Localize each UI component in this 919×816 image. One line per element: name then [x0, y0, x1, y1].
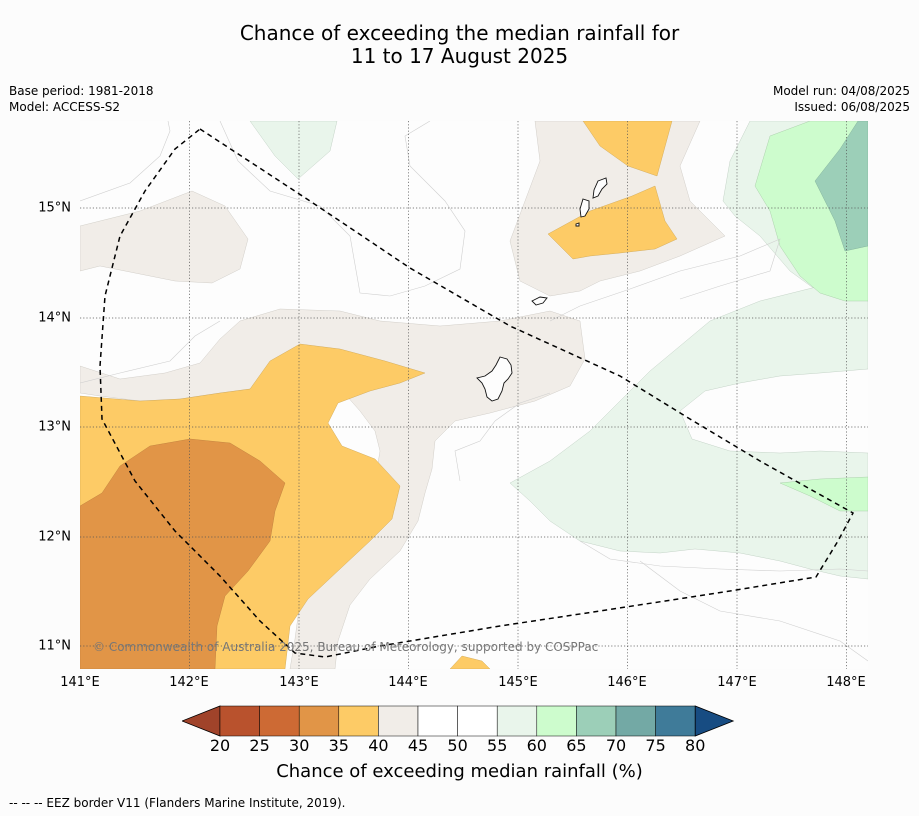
lon-label-147e: 147°E — [717, 675, 757, 690]
model-name: Model: ACCESS-S2 — [9, 100, 121, 114]
region-35-40-north-a — [582, 121, 673, 177]
lat-label-12n: 12°N — [38, 529, 71, 545]
colorbar-tick-label: 55 — [487, 736, 508, 755]
meta-right: Model run: 04/08/2025 Issued: 06/08/2025 — [773, 83, 910, 115]
colorbar-tick-label: 50 — [447, 736, 468, 755]
colorbar-segment — [615, 705, 656, 737]
region-35-40-north-b — [547, 185, 678, 260]
colorbar-segment — [378, 705, 419, 737]
colorbar-segment — [457, 705, 498, 737]
island-rota — [531, 296, 548, 306]
colorbar-segment — [298, 705, 340, 737]
colorbar-segment — [259, 705, 300, 737]
lat-label-15n: 15°N — [38, 200, 71, 216]
colorbar-tick-label: 30 — [289, 736, 310, 755]
lon-label-143e: 143°E — [279, 675, 319, 690]
lon-label-148e: 148°E — [826, 675, 866, 690]
lon-label-141e: 141°E — [60, 675, 100, 690]
region-55-60-north — [249, 121, 338, 180]
colorbar-segment — [655, 705, 696, 737]
colorbar-segment — [496, 705, 538, 737]
colorbar-tick-label: 65 — [566, 736, 587, 755]
colorbar-extend-high — [694, 705, 735, 737]
colorbar-segment — [338, 705, 379, 737]
colorbar-tick-label: 45 — [407, 736, 429, 755]
colorbar-tick-label: 35 — [328, 736, 349, 755]
colorbar-label: Chance of exceeding median rainfall (%) — [276, 761, 643, 782]
lat-label-14n: 14°N — [38, 310, 71, 326]
lat-label-11n: 11°N — [38, 638, 71, 654]
lon-label-144e: 144°E — [388, 675, 428, 690]
island-aguijan — [575, 222, 580, 227]
colorbar-segment — [219, 705, 260, 737]
lon-label-145e: 145°E — [498, 675, 538, 690]
eez-legend-footnote: -- -- -- EEZ border V11 (Flanders Marine… — [9, 796, 346, 810]
colorbar — [182, 705, 735, 737]
colorbar-segment — [417, 705, 458, 737]
map-title: Chance of exceeding the median rainfall … — [0, 22, 919, 68]
island-tinian — [579, 198, 590, 218]
island-saipan — [592, 177, 608, 199]
title-line-1: Chance of exceeding the median rainfall … — [239, 21, 680, 45]
colorbar-tick-label: 80 — [685, 736, 706, 755]
region-60-65-southeast — [779, 476, 868, 512]
eez-border — [99, 128, 855, 658]
issued-date: Issued: 06/08/2025 — [794, 100, 910, 114]
island-guam — [476, 356, 513, 402]
meta-left: Base period: 1981-2018 Model: ACCESS-S2 — [9, 83, 154, 115]
lon-label-142e: 142°E — [169, 675, 209, 690]
colorbar-extend-low — [182, 705, 221, 737]
region-40-45-west — [80, 190, 249, 284]
region-55-60-southeast — [509, 285, 868, 580]
colorbar-tick-label: 70 — [605, 736, 627, 755]
graticule — [80, 121, 868, 669]
region-35-40-south — [449, 655, 491, 669]
copyright-notice: © Commonwealth of Australia 2025, Bureau… — [93, 640, 599, 654]
lat-label-13n: 13°N — [38, 419, 71, 435]
colorbar-segment — [576, 705, 617, 737]
base-period: Base period: 1981-2018 — [9, 84, 154, 98]
colorbar-tick-label: 25 — [249, 736, 270, 755]
islands — [476, 177, 608, 402]
colorbar-tick-label: 20 — [209, 736, 231, 755]
model-run: Model run: 04/08/2025 — [772, 84, 910, 98]
colorbar-segment — [536, 705, 577, 737]
colorbar-tick-label: 60 — [526, 736, 547, 755]
region-30-35 — [80, 438, 286, 669]
lon-label-146e: 146°E — [607, 675, 647, 690]
title-line-2: 11 to 17 August 2025 — [350, 44, 569, 68]
rainfall-map — [80, 121, 868, 669]
colorbar-tick-label: 75 — [645, 736, 666, 755]
region-65-70 — [814, 121, 868, 252]
colorbar-tick-label: 40 — [368, 736, 389, 755]
